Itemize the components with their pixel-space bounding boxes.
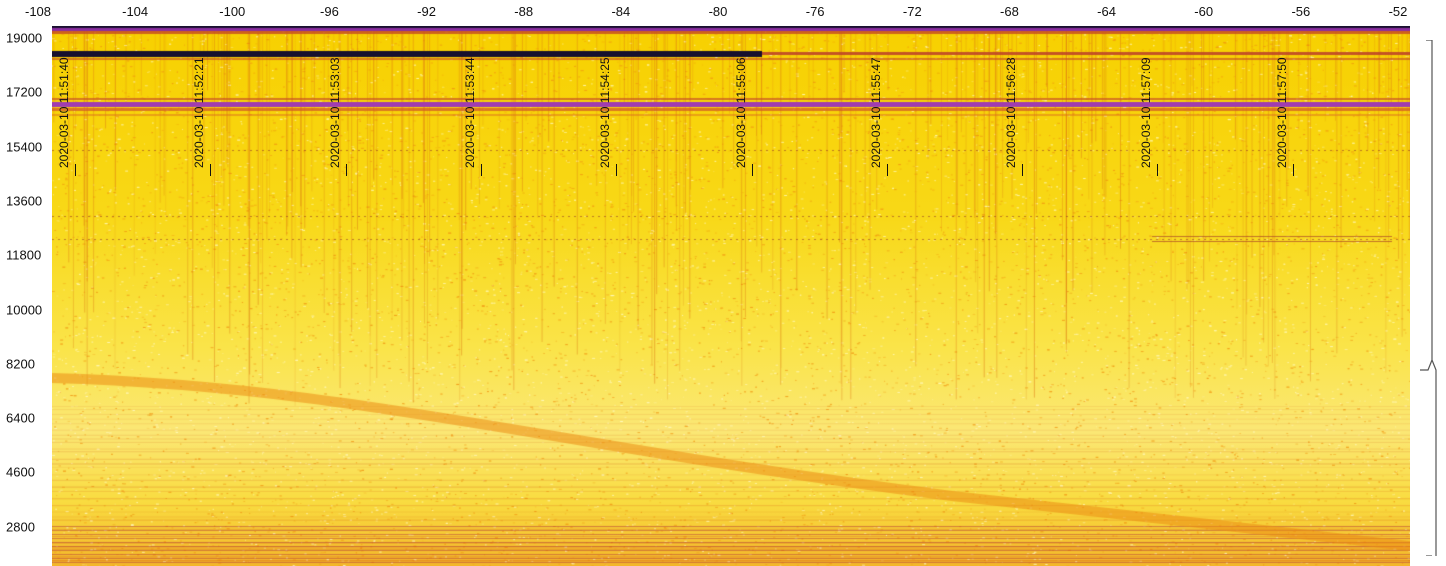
y-tick-label: 4600 xyxy=(6,464,35,480)
x-tick-label: -88 xyxy=(514,4,534,19)
y-tick-label: 17200 xyxy=(6,84,43,100)
y-tick-label: 10000 xyxy=(6,302,43,317)
x-tick-label: -104 xyxy=(122,4,149,19)
y-tick-label: 6400 xyxy=(6,410,35,426)
y-tick-label: 2800 xyxy=(6,519,35,535)
timestamp-label: 2020-03-10 11:56:28 xyxy=(1004,57,1019,168)
amplitude-axis: 19000 17200 15400 13600 11800 10000 8200 6400 46… xyxy=(0,26,52,566)
timestamp-label: 2020-03-10 11:55:06 xyxy=(733,57,748,168)
timestamp-tick xyxy=(1022,164,1024,176)
timestamp-label: 2020-03-10 11:57:09 xyxy=(1139,57,1154,168)
timestamp-label: 2020-03-10 11:53:44 xyxy=(462,57,477,168)
timestamp-tick xyxy=(75,164,76,176)
timestamp-label: 2020-03-10 11:54:25 xyxy=(598,57,613,168)
y-tick-label: 19000 xyxy=(6,30,43,46)
x-tick-label: -56 xyxy=(1291,4,1311,19)
x-tick-label: -108 xyxy=(24,4,52,19)
x-tick-label: -84 xyxy=(611,4,631,19)
x-tick-label: -76 xyxy=(805,4,825,19)
frequency-axis: -108 -104 -100 -96 -92 -88 -84 -80 -76 -72 -68 -64 -… xyxy=(0,0,1420,26)
timestamp-tick xyxy=(1157,164,1159,176)
timestamp-label: 2020-03-10 11:51:40 xyxy=(57,57,71,168)
x-tick-label: -96 xyxy=(320,4,339,19)
timestamp-label: 2020-03-10 11:52:21 xyxy=(192,57,207,168)
timestamp-tick xyxy=(751,164,753,176)
timestamp-label: 2020-03-10 11:53:03 xyxy=(327,57,342,168)
vertical-scroll-handle[interactable] xyxy=(1418,40,1442,556)
timestamp-tick xyxy=(616,164,618,176)
waterfall-canvas xyxy=(52,26,1410,566)
timestamp-tick xyxy=(480,164,482,176)
x-tick-label: -68 xyxy=(1000,4,1019,19)
x-tick-label: -52 xyxy=(1388,4,1408,19)
y-tick-label: 15400 xyxy=(6,139,43,155)
y-tick-label: 11800 xyxy=(6,247,42,263)
x-tick-label: -80 xyxy=(708,4,728,19)
y-tick-label: 8200 xyxy=(6,356,35,372)
timestamp-label: 2020-03-10 11:57:50 xyxy=(1274,57,1289,168)
spectrogram-waterfall[interactable]: 2020-03-10 11:51:40 2020-03-10 11:52:21 20… xyxy=(52,26,1410,566)
timestamp-tick xyxy=(1292,164,1294,176)
x-tick-label: -60 xyxy=(1194,4,1214,19)
y-tick-label: 13600 xyxy=(6,193,43,209)
timestamp-label: 2020-03-10 11:55:47 xyxy=(868,57,883,168)
timestamp-tick xyxy=(345,164,347,176)
timestamp-tick xyxy=(210,164,212,176)
x-tick-label: -72 xyxy=(902,4,922,19)
x-tick-label: -92 xyxy=(417,4,436,19)
x-tick-label: -100 xyxy=(219,4,246,19)
timestamp-tick xyxy=(886,164,888,176)
x-tick-label: -64 xyxy=(1097,4,1116,19)
